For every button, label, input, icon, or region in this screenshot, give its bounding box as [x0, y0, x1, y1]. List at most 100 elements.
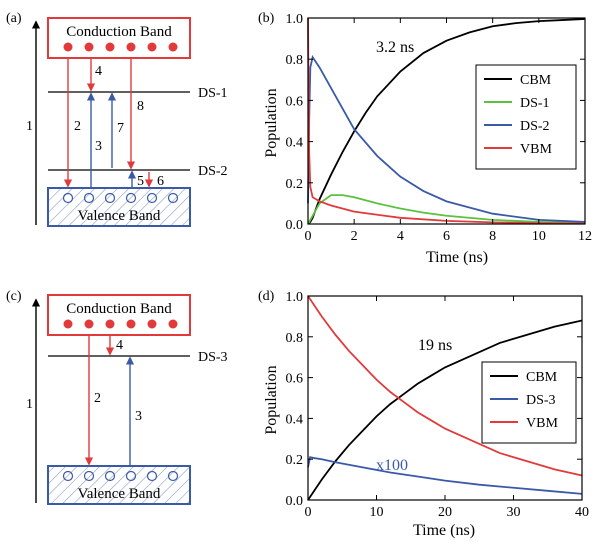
hole-circle	[62, 470, 74, 482]
y-tick-label: 0.4	[286, 412, 304, 427]
series-line-cbm	[307, 319, 583, 501]
panel-a-diagram: (a) Conduction Band DS-1 DS-2 Valence Ba…	[6, 11, 228, 227]
y-tick-label: 1.0	[286, 12, 304, 27]
electron-dot	[126, 42, 136, 52]
hole-circle	[83, 470, 95, 482]
legend-label-cbm: CBM	[520, 73, 552, 88]
legend-label-ds-1: DS-1	[520, 96, 550, 111]
transition-2-label: 2	[94, 391, 101, 406]
transition-4-label: 4	[116, 338, 123, 353]
valence-band-label: Valence Band	[78, 486, 161, 502]
transition-1-label: 1	[26, 397, 33, 412]
hole-circle	[167, 470, 179, 482]
hole-circle	[104, 470, 116, 482]
legend-label-ds-3: DS-3	[526, 393, 556, 408]
chart-b-annotation: 3.2 ns	[376, 39, 414, 56]
electron-dot	[84, 319, 94, 329]
x-tick-label: 2	[351, 229, 358, 244]
x-tick-label: 0	[305, 229, 312, 244]
legend-label-vbm: VBM	[526, 416, 558, 431]
hole-circle	[146, 192, 158, 204]
transition-7-label: 7	[117, 121, 124, 136]
legend-label-ds-2: DS-2	[520, 119, 550, 134]
chart-b-legend: CBM DS-1 DS-2 VBM	[475, 64, 577, 170]
y-tick-label: 0.2	[286, 177, 304, 192]
hole-circle	[167, 192, 179, 204]
electron-dot	[147, 42, 157, 52]
series-line-ds-2	[307, 54, 586, 223]
legend-label-cbm: CBM	[526, 370, 558, 385]
transition-1-label: 1	[26, 119, 33, 134]
electron-dots	[63, 319, 178, 329]
chart-d-plot-area: 0 10 20 30 40 0.0 0.2 0.4 0.6 0.8 1.0	[286, 290, 590, 520]
series-line-cbm	[307, 18, 586, 225]
valence-band-box	[47, 465, 191, 505]
ds3-level-label: DS-3	[198, 350, 228, 365]
electron-dots	[63, 42, 178, 52]
electron-dot	[105, 319, 115, 329]
legend-label-vbm: VBM	[520, 142, 552, 157]
transition-3-label: 3	[135, 409, 142, 424]
transition-3-label: 3	[95, 139, 102, 154]
y-tick-label: 0.2	[286, 453, 304, 468]
transition-2-label: 2	[74, 119, 81, 134]
series-line-vbm	[307, 295, 583, 477]
conduction-band-label: Conduction Band	[66, 301, 172, 317]
hole-circle	[146, 470, 158, 482]
transition-5-label: 5	[137, 174, 144, 189]
chart-b-plot-area: 0 2 4 6 8 10 12 0.0 0.2 0.4 0.6 0.8 1.0	[286, 12, 593, 244]
hole-circle	[62, 192, 74, 204]
valence-band-label: Valence Band	[78, 208, 161, 224]
chart-d: (d) 0 10 20 30 40 0.0 0.2 0.4 0.6 0.8 1.0 Time (ns…	[258, 289, 589, 539]
x-tick-label: 10	[370, 505, 384, 520]
legend-box	[475, 64, 577, 170]
transition-6-label: 6	[157, 174, 164, 189]
panel-d-tag: (d)	[258, 289, 275, 304]
y-tick-label: 0.6	[286, 94, 304, 109]
chart-d-xlabel: Time (ns)	[413, 522, 475, 539]
chart-b: (b) 0 2 4 6 8 10 12 0.0 0.2 0.4 0.6 0.8 1.0 Time (ns…	[258, 11, 592, 266]
hole-circle	[83, 192, 95, 204]
panel-b-tag: (b)	[258, 11, 275, 26]
conduction-band-box	[47, 294, 191, 336]
panel-c-diagram: (c) Conduction Band DS-3 Valence Band 1 …	[6, 289, 228, 505]
x-tick-label: 4	[397, 229, 404, 244]
hole-circle	[125, 470, 137, 482]
chart-d-annotation-x100: x100	[376, 457, 408, 474]
y-tick-label: 0.4	[286, 136, 304, 151]
electron-dot	[63, 319, 73, 329]
x-tick-label: 6	[443, 229, 450, 244]
series-line-vbm	[307, 17, 586, 225]
x-tick-label: 20	[438, 505, 452, 520]
conduction-band-label: Conduction Band	[66, 24, 172, 40]
electron-dot	[105, 42, 115, 52]
x-tick-label: 40	[575, 505, 589, 520]
x-tick-label: 30	[507, 505, 521, 520]
y-tick-label: 0.6	[286, 372, 304, 387]
electron-dot	[63, 42, 73, 52]
series-line-ds-3	[307, 456, 583, 495]
hole-circles	[62, 470, 179, 482]
x-tick-label: 8	[489, 229, 496, 244]
chart-d-annotation-19ns: 19 ns	[418, 337, 452, 354]
y-tick-label: 0.8	[286, 331, 304, 346]
y-tick-label: 1.0	[286, 290, 304, 305]
chart-b-xlabel: Time (ns)	[426, 249, 488, 266]
transition-8-label: 8	[137, 99, 144, 114]
x-tick-label: 12	[578, 229, 592, 244]
chart-b-ylabel: Population	[263, 88, 280, 157]
y-tick-label: 0.0	[286, 494, 304, 509]
x-tick-label: 0	[305, 505, 312, 520]
transition-4-label: 4	[95, 64, 102, 79]
hole-circles	[62, 192, 179, 204]
ds2-level-label: DS-2	[198, 164, 228, 179]
chart-d-ylabel: Population	[263, 365, 280, 434]
hole-circle	[125, 192, 137, 204]
electron-dot	[84, 42, 94, 52]
panel-c-tag: (c)	[6, 289, 22, 304]
hole-circle	[104, 192, 116, 204]
ds1-level-label: DS-1	[198, 86, 228, 101]
electron-dot	[168, 319, 178, 329]
electron-dot	[168, 42, 178, 52]
